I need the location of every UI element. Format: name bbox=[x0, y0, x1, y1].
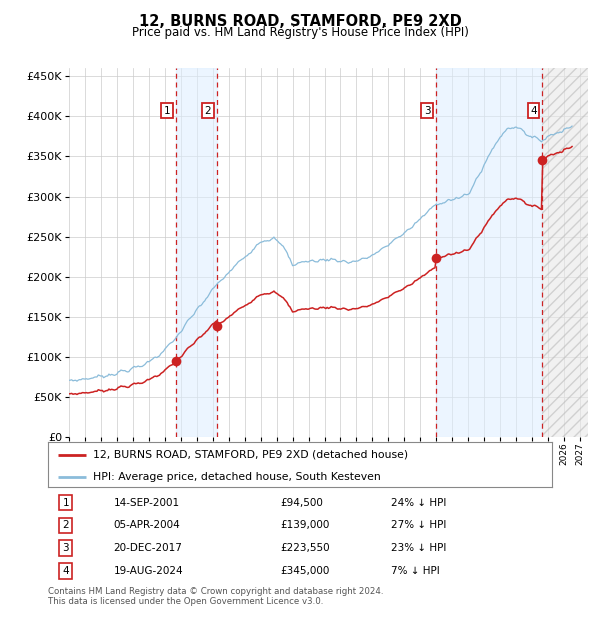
Text: This data is licensed under the Open Government Licence v3.0.: This data is licensed under the Open Gov… bbox=[48, 597, 323, 606]
Bar bbox=[176, 68, 217, 437]
Text: 12, BURNS ROAD, STAMFORD, PE9 2XD (detached house): 12, BURNS ROAD, STAMFORD, PE9 2XD (detac… bbox=[94, 450, 409, 459]
Text: 7% ↓ HPI: 7% ↓ HPI bbox=[391, 566, 439, 577]
Text: 19-AUG-2024: 19-AUG-2024 bbox=[113, 566, 183, 577]
Text: 12, BURNS ROAD, STAMFORD, PE9 2XD: 12, BURNS ROAD, STAMFORD, PE9 2XD bbox=[139, 14, 461, 29]
Text: 1: 1 bbox=[62, 497, 69, 508]
Text: 4: 4 bbox=[62, 566, 69, 577]
Text: 3: 3 bbox=[424, 105, 430, 115]
Text: 24% ↓ HPI: 24% ↓ HPI bbox=[391, 497, 446, 508]
Text: HPI: Average price, detached house, South Kesteven: HPI: Average price, detached house, Sout… bbox=[94, 472, 381, 482]
Text: Contains HM Land Registry data © Crown copyright and database right 2024.: Contains HM Land Registry data © Crown c… bbox=[48, 587, 383, 596]
Text: £94,500: £94,500 bbox=[280, 497, 323, 508]
Text: £223,550: £223,550 bbox=[280, 543, 329, 554]
Text: Price paid vs. HM Land Registry's House Price Index (HPI): Price paid vs. HM Land Registry's House … bbox=[131, 26, 469, 39]
Text: 05-APR-2004: 05-APR-2004 bbox=[113, 520, 180, 531]
Bar bbox=[436, 68, 542, 437]
Text: 20-DEC-2017: 20-DEC-2017 bbox=[113, 543, 182, 554]
Bar bbox=[542, 68, 588, 437]
Text: 4: 4 bbox=[530, 105, 537, 115]
Text: 23% ↓ HPI: 23% ↓ HPI bbox=[391, 543, 446, 554]
Text: £345,000: £345,000 bbox=[280, 566, 329, 577]
Text: £139,000: £139,000 bbox=[280, 520, 329, 531]
Text: 27% ↓ HPI: 27% ↓ HPI bbox=[391, 520, 446, 531]
Text: 2: 2 bbox=[62, 520, 69, 531]
Text: 1: 1 bbox=[164, 105, 170, 115]
Text: 2: 2 bbox=[205, 105, 211, 115]
Text: 3: 3 bbox=[62, 543, 69, 554]
Text: 14-SEP-2001: 14-SEP-2001 bbox=[113, 497, 179, 508]
